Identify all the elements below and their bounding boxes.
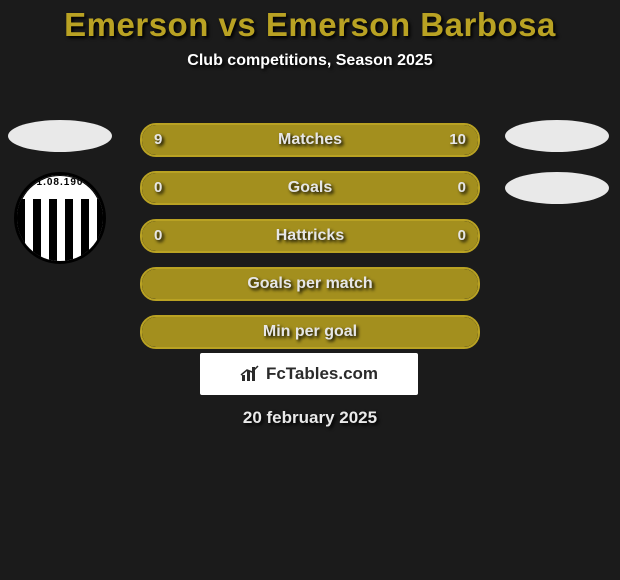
bar-value-right: 0 [458,221,466,251]
bar-fill-right [310,173,478,203]
bar-value-left: 0 [154,173,162,203]
bar-label: Goals per match [247,275,372,293]
right-badge-ellipse-2 [505,172,609,204]
bar-fill-left [142,125,300,155]
crest-arc-text: 1.08.190 [17,177,103,188]
bar-label: Goals [288,179,332,197]
bar-value-left: 9 [154,125,162,155]
fctables-logo-text: FcTables.com [266,364,378,384]
left-club-crest: 1.08.190 [14,172,106,264]
bar-fill-left [142,173,310,203]
bar-value-left: 0 [154,221,162,251]
left-badge-ellipse-1 [8,120,112,152]
stat-bar: Goals per match [140,267,480,301]
bar-value-right: 10 [449,125,466,155]
stat-bars: 9 10 Matches 0 0 Goals 0 0 Hattricks Goals per ma… [140,123,480,363]
fctables-chart-icon [240,365,260,383]
subtitle: Club competitions, Season 2025 [0,52,620,70]
left-team-badges: 1.08.190 [8,120,113,264]
right-badge-ellipse-1 [505,120,609,152]
comparison-card: Emerson vs Emerson Barbosa Club competit… [0,0,620,580]
bar-label: Hattricks [276,227,344,245]
page-title: Emerson vs Emerson Barbosa [0,0,620,44]
bar-label: Matches [278,131,342,149]
right-team-badges [505,120,610,224]
stat-bar: 0 0 Hattricks [140,219,480,253]
stat-bar: 9 10 Matches [140,123,480,157]
stat-bar: 0 0 Goals [140,171,480,205]
fctables-logo-box: FcTables.com [200,353,418,395]
bar-label: Min per goal [263,323,357,341]
stat-bar: Min per goal [140,315,480,349]
bar-value-right: 0 [458,173,466,203]
snapshot-date: 20 february 2025 [0,408,620,428]
